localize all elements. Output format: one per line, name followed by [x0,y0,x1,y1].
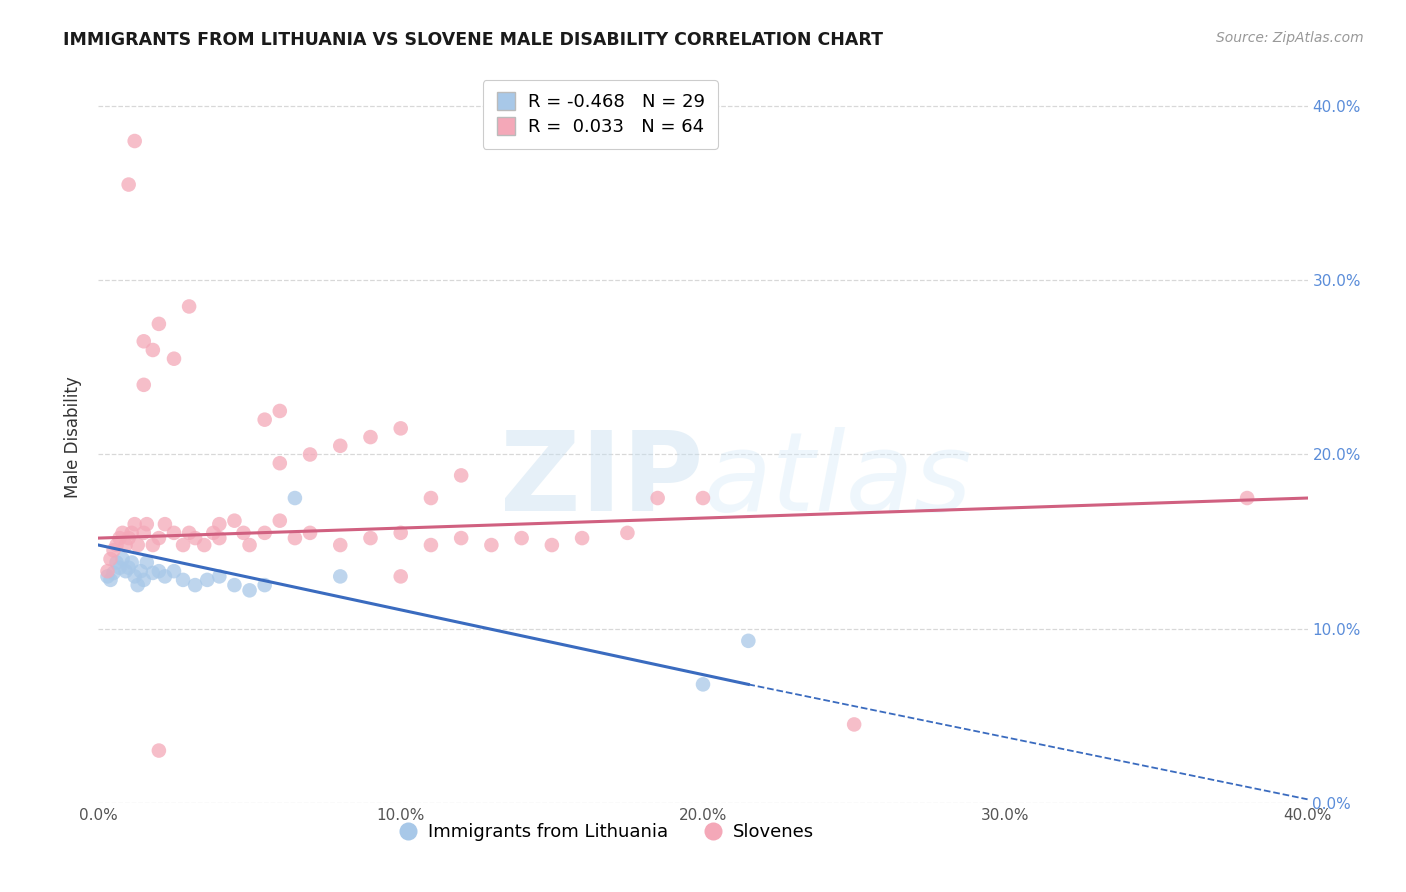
Point [103,566,125,580]
Legend: Immigrants from Lithuania, Slovenes: Immigrants from Lithuania, Slovenes [391,816,821,848]
Text: ZIP: ZIP [499,427,703,534]
Point [135,517,157,532]
Point [299,525,322,540]
Point [193,538,215,552]
Point [232,525,254,540]
Point [179,300,201,314]
Point [172,573,194,587]
Point [132,334,155,349]
Point [208,569,231,583]
Point [329,439,352,453]
Point [127,538,149,552]
Point [269,456,291,470]
Point [105,538,128,552]
Point [269,514,291,528]
Point [121,556,143,570]
Point [360,531,382,545]
Point [172,538,194,552]
Point [129,564,152,578]
Point [124,569,146,583]
Point [224,578,246,592]
Point [284,531,307,545]
Text: Source: ZipAtlas.com: Source: ZipAtlas.com [1216,31,1364,45]
Point [163,525,186,540]
Point [692,491,714,505]
Point [132,525,155,540]
Point [647,491,669,505]
Point [114,538,136,552]
Point [420,538,443,552]
Point [389,569,412,583]
Point [481,538,503,552]
Point [179,525,201,540]
Point [450,468,472,483]
Point [360,430,382,444]
Point [118,531,141,545]
Point [96,564,118,578]
Point [148,564,170,578]
Point [96,569,118,583]
Point [163,351,186,366]
Point [692,677,714,691]
Point [111,552,134,566]
Point [389,525,412,540]
Text: atlas: atlas [703,427,972,534]
Point [142,343,165,357]
Point [540,538,562,552]
Point [253,578,276,592]
Point [108,560,131,574]
Point [148,317,170,331]
Point [100,552,122,566]
Point [121,525,143,540]
Point [510,531,533,545]
Point [329,569,352,583]
Point [202,525,225,540]
Point [284,491,307,505]
Point [195,573,218,587]
Point [124,134,146,148]
Point [127,578,149,592]
Point [132,377,155,392]
Point [224,514,246,528]
Point [239,538,262,552]
Point [148,743,170,757]
Point [208,531,231,545]
Point [118,560,141,574]
Point [111,525,134,540]
Point [100,573,122,587]
Point [153,517,176,532]
Point [124,517,146,532]
Point [420,491,443,505]
Point [114,564,136,578]
Point [299,448,322,462]
Point [208,517,231,532]
Point [153,569,176,583]
Point [571,531,593,545]
Point [142,538,165,552]
Point [844,717,866,731]
Point [239,583,262,598]
Point [184,578,207,592]
Point [163,564,186,578]
Point [105,556,128,570]
Point [389,421,412,435]
Point [118,178,141,192]
Point [135,556,157,570]
Y-axis label: Male Disability: Male Disability [65,376,83,498]
Point [184,531,207,545]
Point [737,633,759,648]
Text: IMMIGRANTS FROM LITHUANIA VS SLOVENE MALE DISABILITY CORRELATION CHART: IMMIGRANTS FROM LITHUANIA VS SLOVENE MAL… [63,31,883,49]
Point [1236,491,1258,505]
Point [269,404,291,418]
Point [132,573,155,587]
Point [103,543,125,558]
Point [108,531,131,545]
Point [616,525,638,540]
Point [253,412,276,426]
Point [142,566,165,580]
Point [253,525,276,540]
Point [329,538,352,552]
Point [450,531,472,545]
Point [148,531,170,545]
